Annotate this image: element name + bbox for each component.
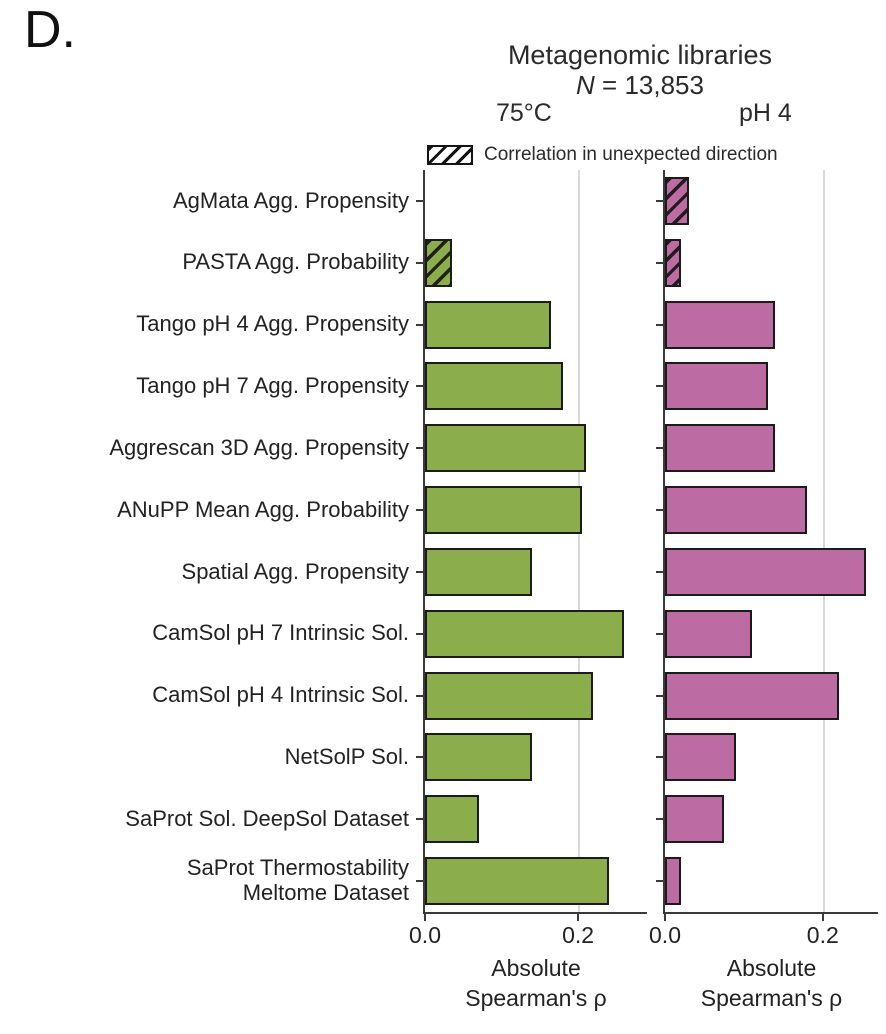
- y-axis-tick: [656, 632, 663, 635]
- x-axis-title: Absolute Spearman's ρ: [700, 955, 843, 1011]
- bar: [665, 362, 768, 411]
- y-axis-tick: [656, 756, 663, 759]
- category-label: CamSol pH 4 Intrinsic Sol.: [152, 682, 409, 708]
- y-axis-tick: [656, 323, 663, 326]
- bar: [665, 857, 681, 906]
- panel-label: D.: [24, 1, 76, 59]
- y-axis-tick: [416, 880, 423, 883]
- y-axis-tick: [416, 509, 423, 512]
- x-tick-label: 0.0: [649, 922, 681, 948]
- bar: [425, 362, 563, 411]
- y-axis-tick: [656, 880, 663, 883]
- category-label: SaProt Thermostability Meltome Dataset: [186, 855, 409, 906]
- chart-panel-75c: 0.0 0.2 Absolute Spearman's ρ: [409, 170, 647, 1011]
- x-tick-label: 0.0: [409, 922, 441, 948]
- bar: [425, 795, 479, 844]
- sample-size-label: N = 13,853: [400, 70, 880, 101]
- chart-panel-ph4: 0.0 0.2 Absolute Spearman's ρ: [649, 170, 878, 1011]
- x-tick-label: 0.2: [562, 922, 595, 948]
- y-axis-tick: [656, 570, 663, 573]
- category-label: ANuPP Mean Agg. Probability: [117, 496, 409, 522]
- y-axis-tick: [416, 323, 423, 326]
- category-label: Spatial Agg. Propensity: [181, 558, 409, 584]
- legend: Correlation in unexpected direction: [427, 144, 778, 166]
- bar: [425, 733, 532, 782]
- n-symbol: N: [576, 70, 595, 100]
- category-label: PASTA Agg. Probability: [182, 249, 409, 275]
- category-label: NetSolP Sol.: [284, 744, 409, 770]
- grid-line: [822, 170, 825, 912]
- bar: [665, 609, 752, 658]
- y-axis-tick: [656, 447, 663, 450]
- y-axis-tick: [656, 818, 663, 821]
- y-axis-tick: [416, 385, 423, 388]
- x-axis-tick: [424, 914, 426, 921]
- category-label: AgMata Agg. Propensity: [172, 187, 409, 213]
- x-axis-tick: [821, 914, 824, 921]
- legend-label: Correlation in unexpected direction: [484, 144, 778, 165]
- grid-line: [578, 170, 581, 912]
- bar: [665, 671, 839, 720]
- bar: [665, 300, 775, 349]
- category-label: Aggrescan 3D Agg. Propensity: [109, 434, 409, 460]
- bar: [665, 176, 689, 225]
- bar: [425, 424, 586, 473]
- bar: [665, 486, 807, 535]
- hatch-swatch-icon: [427, 145, 473, 165]
- category-label: Tango pH 7 Agg. Propensity: [136, 373, 409, 399]
- y-axis-tick: [656, 385, 663, 388]
- bar: [425, 300, 551, 349]
- y-axis-tick: [656, 694, 663, 697]
- y-axis-tick: [416, 570, 423, 573]
- bar: [665, 547, 866, 596]
- y-axis-tick: [416, 756, 423, 759]
- bar: [425, 486, 582, 535]
- bar: [425, 609, 624, 658]
- column-header-ph4: pH 4: [739, 99, 792, 127]
- bar: [425, 547, 532, 596]
- bar: [665, 733, 736, 782]
- x-tick-label: 0.2: [806, 922, 839, 948]
- n-value: = 13,853: [594, 70, 704, 100]
- bar: [665, 238, 681, 287]
- category-label: CamSol pH 7 Intrinsic Sol.: [152, 620, 409, 646]
- chart-title: Metagenomic libraries: [507, 40, 773, 70]
- y-axis-tick: [656, 509, 663, 512]
- y-axis-tick: [416, 632, 423, 635]
- column-header-75c: 75°C: [496, 99, 552, 127]
- bar: [425, 671, 593, 720]
- y-axis-tick: [416, 199, 423, 202]
- x-axis-title: Absolute Spearman's ρ: [465, 955, 607, 1011]
- category-labels: AgMata Agg. Propensity PASTA Agg. Probabi…: [0, 170, 415, 912]
- x-axis-tick: [664, 914, 666, 921]
- y-axis-tick: [656, 261, 663, 264]
- y-axis-tick: [656, 199, 663, 202]
- bar: [425, 238, 452, 287]
- y-axis-tick: [416, 447, 423, 450]
- y-axis-tick: [416, 694, 423, 697]
- category-label: SaProt Sol. DeepSol Dataset: [125, 805, 409, 831]
- bar: [425, 857, 609, 906]
- category-label: Tango pH 4 Agg. Propensity: [136, 311, 409, 337]
- y-axis-tick: [416, 818, 423, 821]
- x-axis-tick: [577, 914, 580, 921]
- y-axis-tick: [416, 261, 423, 264]
- bar: [665, 795, 724, 844]
- bar: [665, 424, 775, 473]
